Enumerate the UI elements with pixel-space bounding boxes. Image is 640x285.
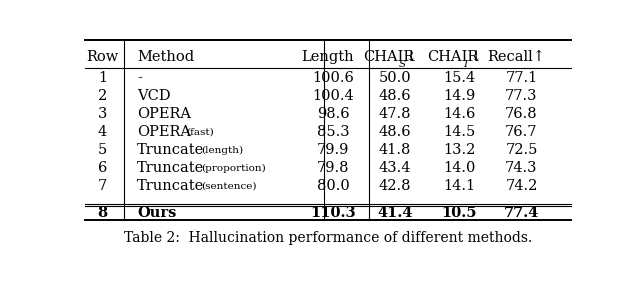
Text: 47.8: 47.8 (379, 107, 412, 121)
Text: 41.8: 41.8 (379, 143, 411, 157)
Text: 43.4: 43.4 (379, 161, 412, 175)
Text: 79.8: 79.8 (317, 161, 349, 175)
Text: 48.6: 48.6 (379, 125, 412, 139)
Text: 76.7: 76.7 (505, 125, 538, 139)
Text: 6: 6 (98, 161, 107, 175)
Text: 5: 5 (98, 143, 107, 157)
Text: (proportion): (proportion) (202, 164, 266, 173)
Text: 41.4: 41.4 (377, 206, 413, 220)
Text: Table 2:  Hallucination performance of different methods.: Table 2: Hallucination performance of di… (124, 231, 532, 245)
Text: 110.3: 110.3 (310, 206, 356, 220)
Text: Length: Length (301, 50, 355, 64)
Text: Method: Method (137, 50, 194, 64)
Text: 15.4: 15.4 (444, 71, 476, 85)
Text: ↓: ↓ (469, 50, 482, 64)
Text: 85.3: 85.3 (317, 125, 349, 139)
Text: 14.9: 14.9 (444, 89, 476, 103)
Text: 2: 2 (98, 89, 107, 103)
Text: Truncate: Truncate (137, 179, 204, 193)
Text: -: - (137, 71, 142, 85)
Text: OPERA: OPERA (137, 107, 191, 121)
Text: Truncate: Truncate (137, 143, 204, 157)
Text: CHAIR: CHAIR (428, 50, 479, 64)
Text: 100.6: 100.6 (312, 71, 354, 85)
Text: S: S (399, 60, 406, 69)
Text: 4: 4 (98, 125, 107, 139)
Text: 48.6: 48.6 (379, 89, 412, 103)
Text: (fast): (fast) (186, 128, 213, 137)
Text: 77.3: 77.3 (505, 89, 538, 103)
Text: 98.6: 98.6 (317, 107, 349, 121)
Text: Row: Row (86, 50, 118, 64)
Text: 50.0: 50.0 (379, 71, 412, 85)
Text: 14.6: 14.6 (444, 107, 476, 121)
Text: I: I (463, 60, 467, 69)
Text: 13.2: 13.2 (444, 143, 476, 157)
Text: 8: 8 (97, 206, 108, 220)
Text: 42.8: 42.8 (379, 179, 412, 193)
Text: 7: 7 (98, 179, 107, 193)
Text: OPERA: OPERA (137, 125, 191, 139)
Text: 14.5: 14.5 (444, 125, 476, 139)
Text: Truncate: Truncate (137, 161, 204, 175)
Text: VCD: VCD (137, 89, 171, 103)
Text: (sentence): (sentence) (202, 182, 257, 191)
Text: (length): (length) (202, 146, 244, 155)
Text: 74.2: 74.2 (505, 179, 538, 193)
Text: 77.1: 77.1 (506, 71, 538, 85)
Text: ↓: ↓ (405, 50, 417, 64)
Text: 14.1: 14.1 (444, 179, 476, 193)
Text: 14.0: 14.0 (444, 161, 476, 175)
Text: 3: 3 (98, 107, 107, 121)
Text: 76.8: 76.8 (505, 107, 538, 121)
Text: Recall↑: Recall↑ (488, 50, 545, 64)
Text: Ours: Ours (137, 206, 177, 220)
Text: 72.5: 72.5 (505, 143, 538, 157)
Text: CHAIR: CHAIR (363, 50, 414, 64)
Text: 10.5: 10.5 (442, 206, 477, 220)
Text: 77.4: 77.4 (504, 206, 539, 220)
Text: 1: 1 (98, 71, 107, 85)
Text: 100.4: 100.4 (312, 89, 354, 103)
Text: 80.0: 80.0 (317, 179, 349, 193)
Text: 79.9: 79.9 (317, 143, 349, 157)
Text: 74.3: 74.3 (505, 161, 538, 175)
